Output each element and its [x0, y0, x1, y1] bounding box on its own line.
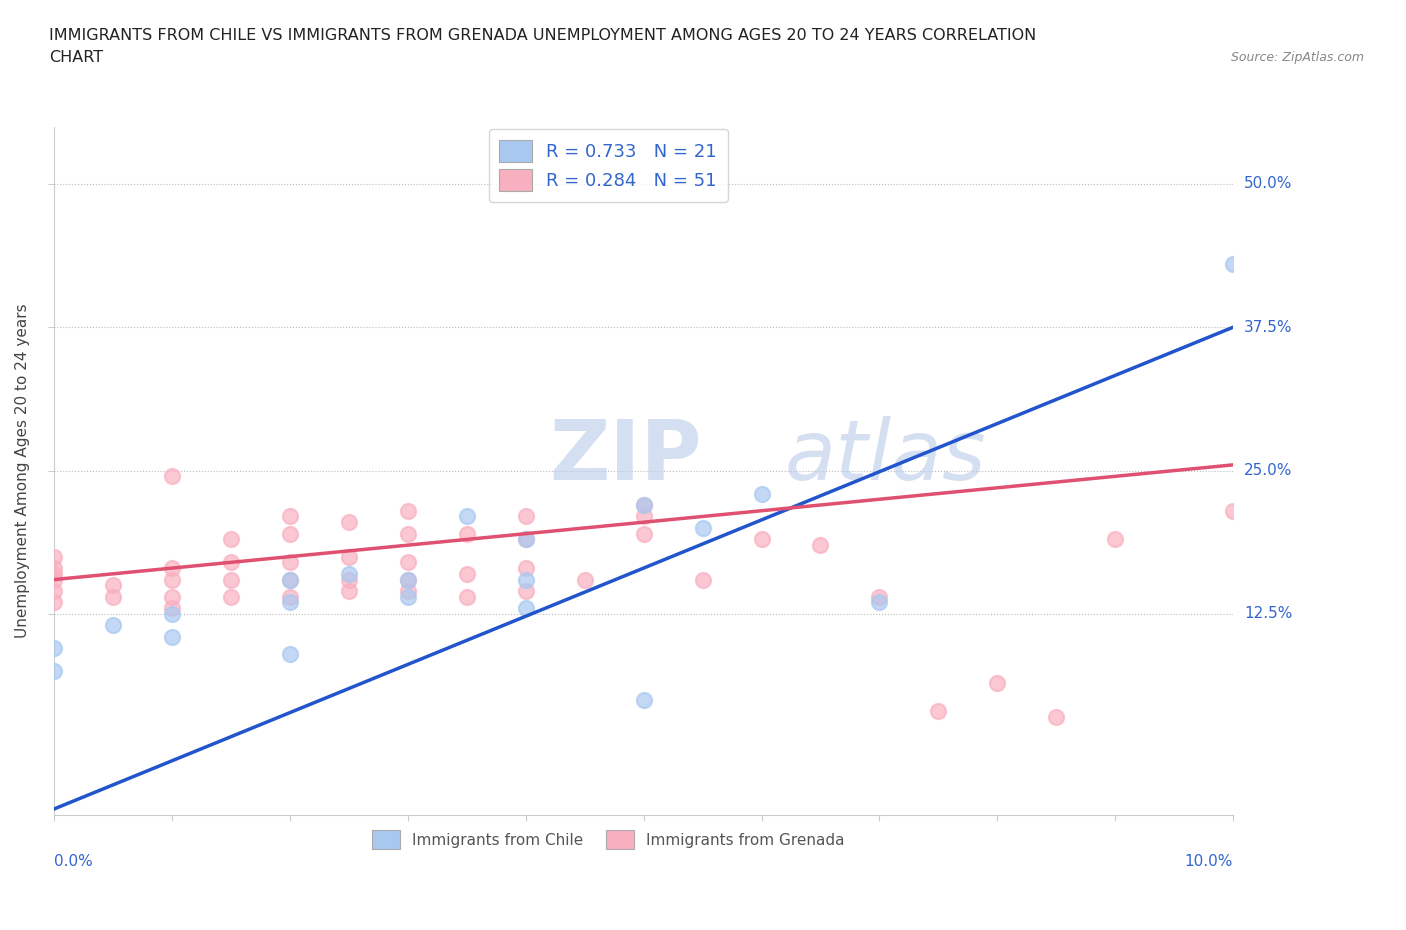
Point [337, 515, 360, 530]
Point [1045, 710, 1067, 724]
Point [633, 509, 655, 524]
Point [160, 561, 183, 576]
Point [337, 572, 360, 587]
Point [160, 606, 183, 621]
Point [44, 583, 66, 598]
Text: IMMIGRANTS FROM CHILE VS IMMIGRANTS FROM GRENADA UNEMPLOYMENT AMONG AGES 20 TO 2: IMMIGRANTS FROM CHILE VS IMMIGRANTS FROM… [49, 28, 1036, 65]
Text: 37.5%: 37.5% [1244, 320, 1292, 335]
Point [633, 498, 655, 512]
Point [396, 583, 419, 598]
Point [278, 509, 301, 524]
Point [1104, 532, 1126, 547]
Text: atlas: atlas [785, 417, 987, 498]
Point [396, 590, 419, 604]
Text: ZIP: ZIP [550, 417, 702, 498]
Point [456, 526, 478, 541]
Point [396, 572, 419, 587]
Legend: Immigrants from Chile, Immigrants from Grenada: Immigrants from Chile, Immigrants from G… [366, 824, 851, 855]
Point [396, 526, 419, 541]
Point [396, 572, 419, 587]
Point [44, 561, 66, 576]
Point [986, 675, 1008, 690]
Point [396, 555, 419, 570]
Point [160, 601, 183, 616]
Point [515, 532, 537, 547]
Point [219, 555, 242, 570]
Point [219, 572, 242, 587]
Point [160, 590, 183, 604]
Point [456, 509, 478, 524]
Text: Source: ZipAtlas.com: Source: ZipAtlas.com [1230, 51, 1364, 64]
Text: 0.0%: 0.0% [55, 854, 93, 869]
Point [515, 601, 537, 616]
Point [160, 469, 183, 484]
Point [337, 583, 360, 598]
Point [278, 572, 301, 587]
Point [44, 595, 66, 610]
Point [160, 572, 183, 587]
Point [456, 566, 478, 581]
Point [927, 704, 949, 719]
Point [515, 509, 537, 524]
Point [278, 572, 301, 587]
Point [103, 590, 125, 604]
Point [692, 572, 714, 587]
Point [278, 590, 301, 604]
Point [515, 583, 537, 598]
Text: 10.0%: 10.0% [1185, 854, 1233, 869]
Y-axis label: Unemployment Among Ages 20 to 24 years: Unemployment Among Ages 20 to 24 years [15, 303, 30, 638]
Point [219, 532, 242, 547]
Point [810, 538, 832, 552]
Text: 50.0%: 50.0% [1244, 177, 1292, 192]
Point [633, 693, 655, 708]
Point [278, 646, 301, 661]
Point [574, 572, 596, 587]
Point [337, 550, 360, 565]
Point [278, 595, 301, 610]
Point [868, 590, 890, 604]
Point [278, 526, 301, 541]
Point [44, 566, 66, 581]
Point [515, 532, 537, 547]
Point [1222, 503, 1244, 518]
Point [456, 590, 478, 604]
Point [515, 561, 537, 576]
Point [278, 555, 301, 570]
Point [633, 526, 655, 541]
Point [103, 618, 125, 632]
Point [692, 521, 714, 536]
Point [1222, 257, 1244, 272]
Point [44, 550, 66, 565]
Point [396, 503, 419, 518]
Point [515, 572, 537, 587]
Point [868, 595, 890, 610]
Point [219, 590, 242, 604]
Point [751, 532, 773, 547]
Point [337, 566, 360, 581]
Point [103, 578, 125, 592]
Point [44, 572, 66, 587]
Text: 12.5%: 12.5% [1244, 606, 1292, 621]
Point [751, 486, 773, 501]
Point [160, 630, 183, 644]
Text: 25.0%: 25.0% [1244, 463, 1292, 478]
Point [44, 641, 66, 656]
Point [633, 498, 655, 512]
Point [44, 664, 66, 679]
